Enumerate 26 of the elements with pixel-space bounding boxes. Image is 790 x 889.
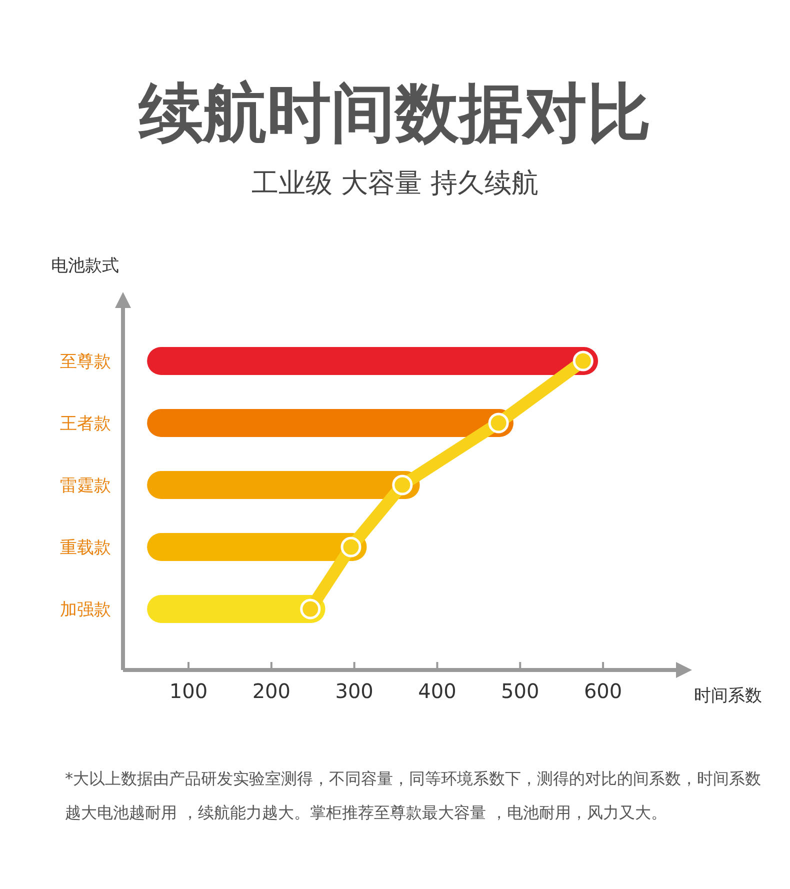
text: *大以上数据由产品研发实验室测得，不同容量，同等环境系数下，测得的对比的间系数，时间系数越大电池越耐用 ，续航能力越大。掌柜推荐至尊款最大容量 ，电池耐用，风力又大。 — [65, 768, 762, 824]
x-tick-label: 500 — [501, 679, 540, 703]
x-tick-label: 400 — [418, 679, 456, 703]
point — [300, 598, 321, 620]
bar — [147, 595, 326, 623]
y-tick-label: 加强款 — [60, 600, 111, 620]
y-tick-label: 雷霆款 — [60, 476, 111, 496]
y-tick-label: 至尊款 — [60, 352, 111, 372]
chart-subtitle: 工业级 大容量 持久续航 — [251, 168, 539, 199]
chart-title: 续航时间数据对比 — [138, 77, 651, 151]
x-axis-title: 时间系数 — [694, 686, 762, 706]
bar — [147, 409, 514, 437]
x-tick-label: 100 — [169, 679, 208, 703]
x-tick-label: 200 — [252, 679, 290, 703]
x-tick-label: 300 — [335, 679, 374, 703]
bar — [147, 471, 420, 499]
y-axis-title: 电池款式 — [51, 256, 119, 276]
point — [392, 474, 413, 496]
bar — [147, 533, 367, 561]
bar — [147, 347, 598, 375]
point — [488, 412, 509, 434]
y-tick-label: 重载款 — [60, 538, 111, 558]
point — [572, 350, 594, 372]
point — [340, 536, 362, 558]
y-tick-label: 王者款 — [60, 414, 111, 434]
x-tick-label: 600 — [584, 679, 622, 703]
